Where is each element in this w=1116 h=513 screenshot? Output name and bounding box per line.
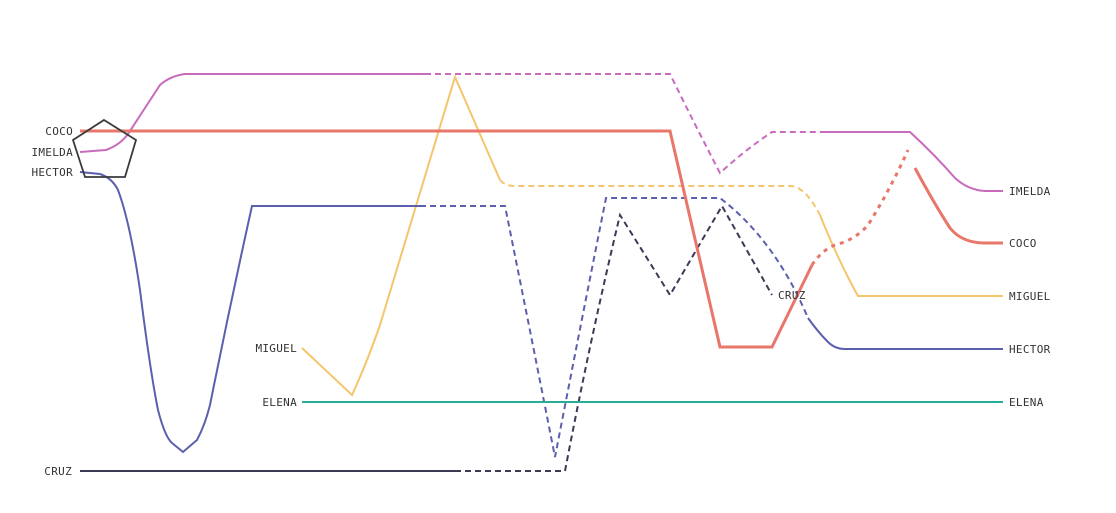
label-imelda-left: IMELDA xyxy=(31,146,73,159)
label-hector-left: HECTOR xyxy=(31,166,73,179)
label-hector-right: HECTOR xyxy=(1009,343,1051,356)
storyline-cruz-dashed-1 xyxy=(455,203,773,472)
storyline-hector-solid-1 xyxy=(79,171,420,454)
storyline-imelda xyxy=(79,73,1003,192)
storyline-coco-solid-2 xyxy=(913,167,1003,245)
storyline-coco xyxy=(80,129,1003,349)
storyline-miguel-solid-2 xyxy=(819,214,1003,297)
storyline-miguel xyxy=(301,74,1003,397)
storyline-imelda-solid-1 xyxy=(79,73,425,153)
storyline-miguel-solid-1 xyxy=(301,74,501,397)
label-miguel-right: MIGUEL xyxy=(1009,290,1051,303)
label-elena-left: ELENA xyxy=(262,396,297,409)
label-cruz-left: CRUZ xyxy=(44,465,72,478)
storyline-hector-dashed-1 xyxy=(420,197,809,458)
label-imelda-right: IMELDA xyxy=(1009,185,1051,198)
storyline-hector xyxy=(79,171,1003,458)
label-elena-right: ELENA xyxy=(1009,396,1044,409)
storyline-miguel-dashed-1 xyxy=(499,179,821,216)
storyline-hector-solid-2 xyxy=(807,317,1003,350)
label-coco-left: COCO xyxy=(45,125,73,138)
label-cruz-mid: CRUZ xyxy=(778,289,806,302)
label-coco-right: COCO xyxy=(1009,237,1037,250)
label-miguel-left: MIGUEL xyxy=(255,342,297,355)
storyline-imelda-dashed-1 xyxy=(425,73,820,175)
storyline-coco-dotted-1 xyxy=(810,149,910,266)
group-marker-pentagon xyxy=(71,118,138,178)
storyline-coco-solid-1 xyxy=(80,129,814,349)
storyline-cruz xyxy=(80,203,773,472)
storyline-imelda-solid-2 xyxy=(820,131,1003,192)
